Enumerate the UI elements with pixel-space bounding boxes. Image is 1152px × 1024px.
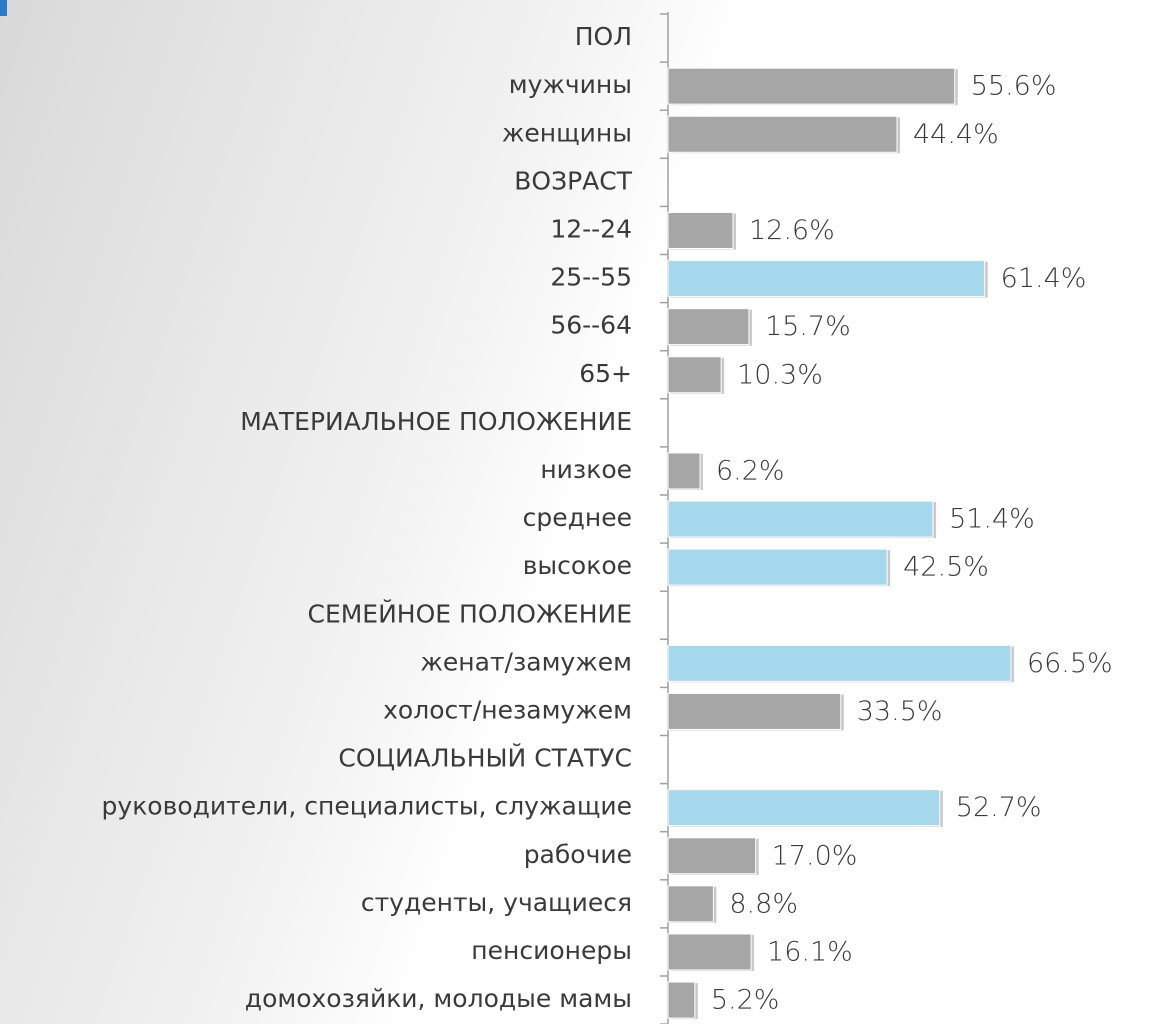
value-label: 33.5% [857, 696, 943, 727]
value-label: 17.0% [772, 840, 858, 871]
value-label: 55.6% [971, 71, 1057, 102]
value-label: 15.7% [765, 311, 851, 342]
bar [668, 790, 940, 826]
bar [668, 886, 713, 922]
y-tick-label: мужчины [509, 70, 632, 99]
bar [668, 261, 985, 297]
page: ПОЛ мужчины 55.6% женщины 44.4% ВОЗРАСТ 12--24… [0, 0, 1152, 1024]
bar [668, 453, 700, 489]
y-tick-label: низкое [540, 455, 632, 484]
value-label: 52.7% [956, 792, 1042, 823]
value-label: 61.4% [1001, 263, 1087, 294]
value-label: 51.4% [949, 504, 1035, 535]
chart: ПОЛ мужчины 55.6% женщины 44.4% ВОЗРАСТ 12--24… [0, 0, 1152, 1024]
value-label: 12.6% [749, 215, 835, 246]
value-label: 10.3% [737, 359, 823, 390]
bar [668, 549, 887, 585]
bar [668, 68, 955, 104]
bar [668, 212, 733, 248]
y-tick-label: студенты, учащиеся [361, 888, 632, 917]
value-label: 44.4% [913, 119, 999, 150]
y-tick-label: СЕМЕЙНОЕ ПОЛОЖЕНИЕ [307, 599, 632, 628]
y-tick-label: 65+ [579, 359, 632, 388]
y-tick-label: 56--64 [550, 311, 632, 340]
y-tick-label: ПОЛ [575, 22, 632, 51]
y-tick-label: СОЦИАЛЬНЫЙ СТАТУС [338, 744, 632, 773]
y-tick-label: ВОЗРАСТ [514, 166, 632, 195]
y-tick-label: 12--24 [550, 214, 632, 243]
value-label: 6.2% [716, 455, 785, 486]
bar [668, 693, 841, 729]
bar [668, 982, 695, 1018]
bar [668, 838, 756, 874]
bar [668, 934, 751, 970]
value-label: 42.5% [903, 552, 989, 583]
value-label: 8.8% [729, 888, 798, 919]
bar [668, 357, 721, 393]
y-tick-label: рабочие [524, 840, 632, 869]
value-label: 5.2% [711, 985, 780, 1016]
y-tick-label: 25--55 [550, 263, 632, 292]
bar [668, 116, 897, 152]
y-tick-label: МАТЕРИАЛЬНОЕ ПОЛОЖЕНИЕ [240, 407, 632, 436]
y-tick-label: высокое [523, 551, 632, 580]
y-tick-label: женщины [502, 118, 632, 147]
value-label: 16.1% [767, 936, 853, 967]
y-tick-label: среднее [523, 503, 632, 532]
y-tick-label: холост/незамужем [383, 695, 632, 724]
y-tick-label: пенсионеры [471, 936, 632, 965]
value-label: 66.5% [1027, 648, 1113, 679]
y-tick-label: руководители, специалисты, служащие [102, 792, 632, 821]
bar [668, 309, 749, 345]
bar [668, 501, 933, 537]
bar [668, 645, 1011, 681]
y-tick-label: домохозяйки, молодые мамы [245, 984, 632, 1013]
y-tick-label: женат/замужем [420, 647, 632, 676]
corner-mark [0, 0, 7, 16]
